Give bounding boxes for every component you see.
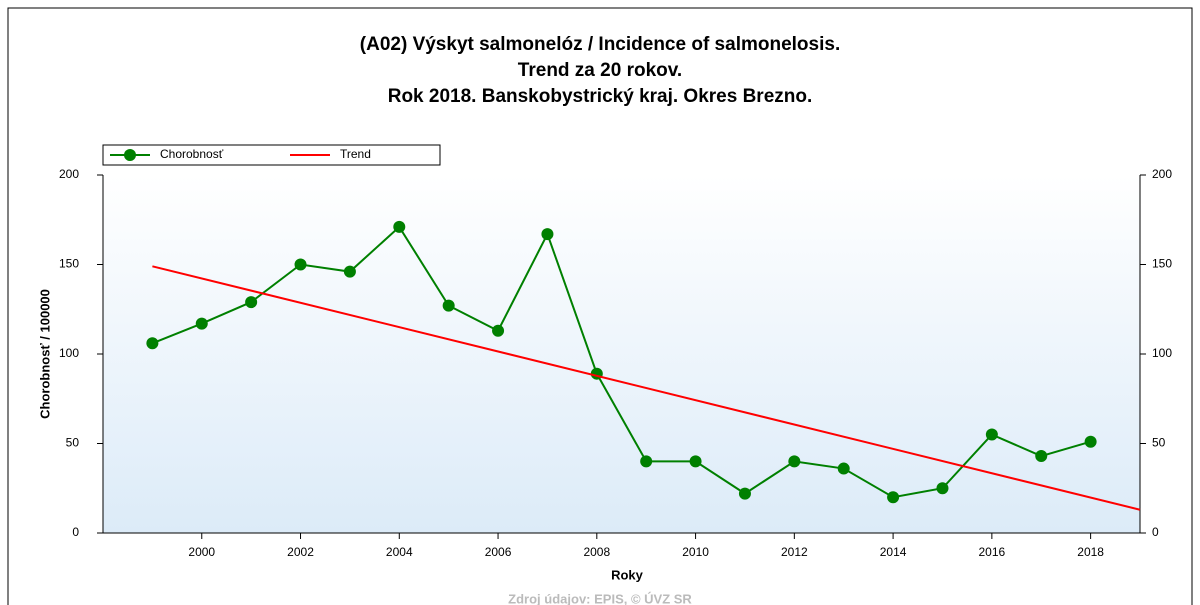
point (887, 491, 900, 504)
point (837, 462, 850, 475)
x-axis-label: Roky (611, 567, 644, 582)
y2-tick-label: 100 (1152, 346, 1172, 360)
y2-tick-label: 50 (1152, 436, 1166, 450)
y-tick-label: 0 (72, 525, 79, 539)
y-tick-label: 50 (66, 436, 80, 450)
point (640, 455, 653, 468)
point (245, 296, 258, 309)
y-tick-label: 150 (59, 257, 79, 271)
y2-tick-label: 150 (1152, 257, 1172, 271)
point (689, 455, 702, 468)
point (936, 482, 949, 495)
y-axis-label: Chorobnosť / 100000 (37, 289, 52, 419)
y2-tick-label: 200 (1152, 167, 1172, 181)
point (294, 258, 307, 271)
point (1035, 450, 1048, 463)
x-tick-label: 2014 (880, 545, 907, 559)
point (492, 324, 505, 337)
point (985, 428, 998, 441)
x-tick-label: 2004 (386, 545, 413, 559)
chart-title: Trend za 20 rokov. (518, 60, 682, 81)
legend (102, 144, 441, 166)
x-tick-label: 2006 (485, 545, 512, 559)
source: Zdroj údajov: EPIS, © ÚVZ SR (508, 591, 692, 605)
plot-area (103, 175, 1140, 533)
x-tick-label: 2002 (287, 545, 314, 559)
point (442, 299, 455, 312)
point (541, 228, 554, 241)
line (152, 265, 1141, 511)
line (152, 225, 1091, 499)
x-tick-label: 2000 (188, 545, 215, 559)
point (393, 220, 406, 233)
x-tick-label: 2018 (1077, 545, 1104, 559)
legend-label: Chorobnosť (160, 147, 224, 161)
x-tick-label: 2012 (781, 545, 808, 559)
point (343, 265, 356, 278)
x-tick-label: 2010 (682, 545, 709, 559)
chart-title: (A02) Výskyt salmonelóz / Incidence of s… (360, 34, 840, 55)
frame (7, 7, 1193, 605)
x-tick-label: 2016 (979, 545, 1006, 559)
legend-label: Trend (340, 147, 371, 161)
point (788, 455, 801, 468)
y-tick-label: 100 (59, 346, 79, 360)
x-tick-label: 2008 (583, 545, 610, 559)
chart-title: Rok 2018. Banskobystrický kraj. Okres Br… (388, 86, 813, 107)
point (738, 487, 751, 500)
point (1084, 435, 1097, 448)
point (146, 337, 159, 350)
legend-marker (124, 149, 136, 161)
y2-tick-label: 0 (1152, 525, 1159, 539)
y-tick-label: 200 (59, 167, 79, 181)
point (195, 317, 208, 330)
